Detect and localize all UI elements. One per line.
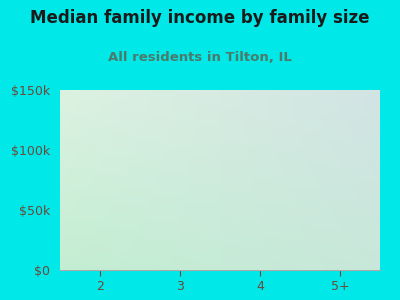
Text: All residents in Tilton, IL: All residents in Tilton, IL [108, 51, 292, 64]
Text: Median family income by family size: Median family income by family size [30, 9, 370, 27]
Bar [318, 114, 362, 270]
Bar [78, 180, 122, 270]
